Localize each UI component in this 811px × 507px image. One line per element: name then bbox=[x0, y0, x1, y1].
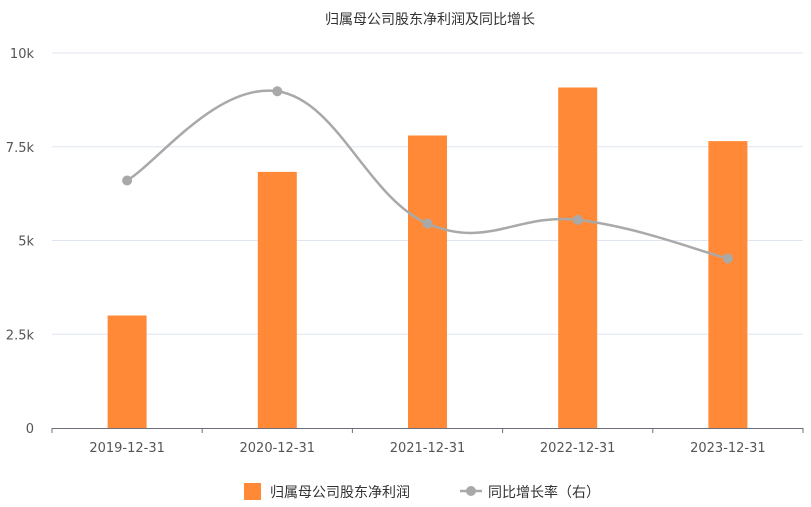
y-tick-label: 5k bbox=[18, 235, 34, 250]
growth-rate-point[interactable] bbox=[122, 175, 133, 186]
legend-item-growth[interactable]: 同比增长率（右） bbox=[460, 484, 600, 501]
growth-rate-point[interactable] bbox=[572, 214, 583, 225]
legend-bar-swatch bbox=[244, 483, 261, 500]
growth-rate-point[interactable] bbox=[272, 86, 283, 97]
x-tick-label: 2023-12-31 bbox=[690, 441, 766, 456]
bar-net-profit[interactable] bbox=[558, 87, 598, 429]
x-axis-ticks: 2019-12-31 2020-12-31 2021-12-31 2022-12-31… bbox=[89, 441, 765, 456]
bar-series bbox=[107, 87, 748, 429]
bar-net-profit[interactable] bbox=[257, 171, 297, 428]
bar-net-profit[interactable] bbox=[408, 135, 447, 429]
line-series bbox=[122, 86, 733, 264]
chart-title: 归属母公司股东净利润及同比增长 bbox=[325, 11, 535, 28]
legend[interactable]: 归属母公司股东净利润 同比增长率（右） bbox=[244, 483, 600, 501]
bar-net-profit[interactable] bbox=[107, 315, 147, 429]
y-tick-label: 7.5k bbox=[6, 141, 35, 156]
growth-rate-line bbox=[126, 89, 729, 260]
x-axis bbox=[51, 428, 804, 433]
x-tick-label: 2020-12-31 bbox=[240, 441, 316, 456]
x-tick-label: 2019-12-31 bbox=[89, 441, 165, 456]
y-tick-label: 2.5k bbox=[6, 328, 35, 343]
legend-label-net-profit: 归属母公司股东净利润 bbox=[270, 484, 410, 501]
legend-label-growth: 同比增长率（右） bbox=[488, 484, 600, 501]
x-tick-label: 2022-12-31 bbox=[540, 441, 616, 456]
y-axis-ticks: 0 2.5k 5k 7.5k 10k bbox=[6, 47, 35, 437]
legend-line-dot bbox=[466, 486, 476, 496]
bar-net-profit[interactable] bbox=[708, 141, 748, 428]
x-tick-label: 2021-12-31 bbox=[390, 441, 466, 456]
growth-rate-point[interactable] bbox=[722, 253, 733, 264]
y-tick-label: 0 bbox=[26, 422, 34, 437]
growth-rate-point[interactable] bbox=[422, 218, 433, 229]
y-tick-label: 10k bbox=[10, 47, 35, 62]
legend-item-net-profit[interactable]: 归属母公司股东净利润 bbox=[244, 483, 410, 501]
